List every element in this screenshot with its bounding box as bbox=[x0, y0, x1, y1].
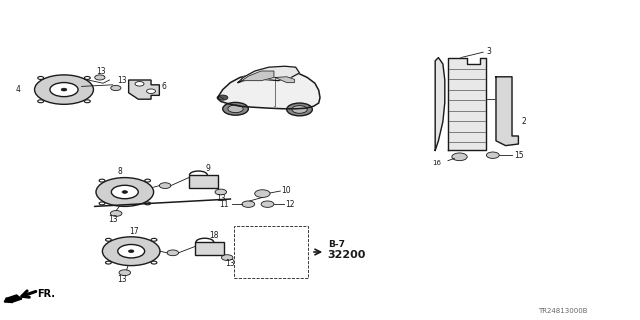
Text: 2: 2 bbox=[522, 117, 526, 126]
Circle shape bbox=[35, 75, 93, 104]
Circle shape bbox=[246, 240, 282, 258]
Circle shape bbox=[253, 244, 274, 254]
Circle shape bbox=[38, 76, 44, 79]
Circle shape bbox=[111, 185, 138, 199]
Circle shape bbox=[118, 244, 145, 258]
Polygon shape bbox=[218, 71, 320, 109]
Circle shape bbox=[255, 190, 270, 197]
Circle shape bbox=[260, 248, 267, 251]
Circle shape bbox=[159, 183, 171, 188]
Text: 12: 12 bbox=[285, 200, 294, 209]
Circle shape bbox=[50, 83, 78, 97]
Circle shape bbox=[38, 100, 44, 103]
Circle shape bbox=[95, 75, 105, 80]
Circle shape bbox=[223, 102, 248, 115]
Text: 4: 4 bbox=[15, 85, 20, 94]
Circle shape bbox=[119, 270, 131, 276]
Text: 8: 8 bbox=[117, 167, 122, 176]
Circle shape bbox=[145, 179, 150, 182]
Text: 13: 13 bbox=[225, 260, 236, 268]
Text: 11: 11 bbox=[220, 200, 229, 209]
Text: 16: 16 bbox=[433, 160, 442, 166]
Text: 1: 1 bbox=[498, 95, 502, 104]
Circle shape bbox=[292, 106, 307, 113]
Circle shape bbox=[102, 237, 160, 266]
Text: 13: 13 bbox=[216, 194, 226, 203]
Circle shape bbox=[106, 238, 111, 241]
Polygon shape bbox=[129, 80, 159, 99]
Circle shape bbox=[61, 88, 67, 91]
Circle shape bbox=[167, 250, 179, 256]
Circle shape bbox=[151, 261, 157, 264]
Circle shape bbox=[122, 191, 127, 193]
Circle shape bbox=[242, 201, 255, 207]
Polygon shape bbox=[435, 58, 445, 150]
Text: 18: 18 bbox=[210, 231, 219, 240]
Bar bbox=[195, 242, 224, 255]
Text: 13: 13 bbox=[97, 67, 106, 76]
Circle shape bbox=[218, 95, 228, 100]
Text: B-7: B-7 bbox=[328, 240, 345, 250]
Circle shape bbox=[261, 201, 274, 207]
FancyArrow shape bbox=[4, 295, 22, 302]
Circle shape bbox=[111, 85, 121, 91]
Text: 15: 15 bbox=[514, 151, 524, 160]
Circle shape bbox=[135, 82, 144, 86]
Text: FR.: FR. bbox=[37, 289, 55, 299]
Polygon shape bbox=[496, 77, 518, 146]
Circle shape bbox=[84, 100, 90, 103]
Polygon shape bbox=[275, 77, 294, 83]
Circle shape bbox=[110, 211, 122, 216]
Circle shape bbox=[99, 202, 105, 205]
Text: 13: 13 bbox=[117, 76, 127, 84]
Circle shape bbox=[287, 103, 312, 116]
Text: 17: 17 bbox=[129, 227, 140, 236]
Circle shape bbox=[221, 255, 233, 260]
Bar bbox=[234, 226, 308, 278]
Circle shape bbox=[452, 153, 467, 161]
Text: 9: 9 bbox=[205, 164, 211, 173]
Circle shape bbox=[486, 152, 499, 158]
Circle shape bbox=[145, 202, 150, 205]
Polygon shape bbox=[242, 71, 274, 81]
Circle shape bbox=[106, 261, 111, 264]
Circle shape bbox=[99, 179, 105, 182]
Circle shape bbox=[228, 105, 243, 113]
Circle shape bbox=[84, 76, 90, 79]
Text: 10: 10 bbox=[282, 186, 291, 195]
Circle shape bbox=[147, 89, 156, 93]
Text: 13: 13 bbox=[108, 215, 118, 224]
Text: 32200: 32200 bbox=[328, 250, 366, 260]
Text: 6: 6 bbox=[162, 82, 167, 91]
Circle shape bbox=[151, 238, 157, 241]
Text: 3: 3 bbox=[486, 47, 492, 56]
Text: 13: 13 bbox=[116, 275, 127, 284]
Circle shape bbox=[215, 189, 227, 195]
Circle shape bbox=[129, 250, 134, 252]
Polygon shape bbox=[238, 66, 300, 83]
Polygon shape bbox=[448, 58, 486, 150]
Bar bbox=[189, 175, 218, 188]
Circle shape bbox=[96, 178, 154, 206]
Text: TR24813000B: TR24813000B bbox=[538, 308, 587, 314]
